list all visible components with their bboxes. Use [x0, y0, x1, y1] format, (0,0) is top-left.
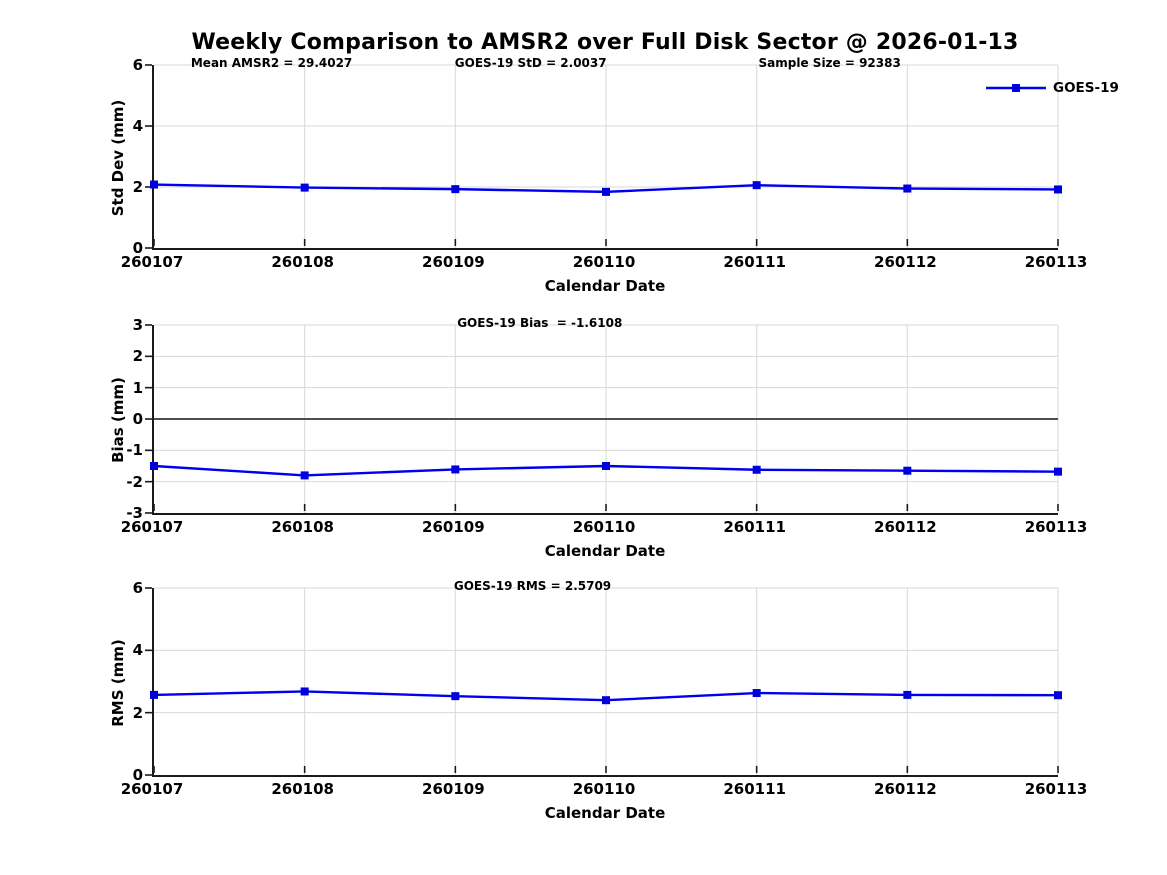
data-point-marker — [1054, 185, 1062, 194]
subplot-rms: RMS (mm) Calendar Date 260107 260108 26010… — [109, 579, 1087, 822]
x-tick-label: 260113 — [1024, 518, 1088, 536]
data-point-marker — [602, 462, 610, 470]
data-point-marker — [300, 183, 309, 192]
plot-area — [145, 64, 1062, 250]
y-tick-label: 2 — [132, 347, 143, 366]
y-tick-label: 0 — [132, 239, 143, 257]
y-tick-label: 6 — [132, 56, 143, 74]
data-point-marker — [150, 462, 158, 470]
y-tick-label: 3 — [132, 316, 143, 334]
data-point-marker — [1054, 691, 1062, 700]
data-line-svg — [145, 324, 1062, 514]
data-point-marker — [451, 185, 460, 194]
legend-label: GOES-19 — [1053, 80, 1119, 96]
data-point-marker — [903, 690, 912, 699]
x-tick-label: 260109 — [422, 518, 485, 536]
subplot-std-dev: Std Dev (mm) Calendar Date GOES-19 26010… — [109, 56, 1119, 295]
y-tick-label: 0 — [132, 410, 143, 428]
x-tick-label: 260107 — [120, 253, 184, 271]
x-tick-label: 260112 — [874, 518, 937, 536]
y-tick-label: -1 — [126, 441, 143, 460]
y-tick-label: 2 — [132, 178, 143, 196]
legend: GOES-19 — [985, 80, 1119, 96]
x-tick-label: 260107 — [120, 518, 184, 536]
x-tick-label: 260111 — [723, 253, 786, 271]
plot-area — [145, 324, 1062, 515]
data-point-marker — [1054, 467, 1062, 476]
y-tick-label: 6 — [132, 579, 143, 597]
data-point-marker — [300, 687, 309, 696]
x-tick-label: 260111 — [723, 780, 786, 798]
x-tick-label: 260111 — [723, 518, 786, 536]
x-tick-label: 260108 — [271, 518, 334, 536]
x-tick-label: 260109 — [422, 253, 485, 271]
x-tick-label: 260107 — [120, 780, 184, 798]
data-point-marker — [451, 692, 460, 701]
data-point-marker — [903, 184, 912, 193]
x-axis-label: Calendar Date — [544, 277, 666, 295]
x-tick-label: 260109 — [422, 780, 485, 798]
data-point-marker — [752, 689, 761, 698]
data-point-marker — [752, 465, 761, 474]
legend-line-icon — [986, 84, 1046, 92]
x-tick-label: 260112 — [874, 253, 937, 271]
x-tick-label: 260110 — [572, 780, 636, 798]
y-tick-label: 4 — [132, 117, 143, 135]
y-tick-label: 0 — [132, 766, 143, 784]
y-tick-label: 4 — [132, 641, 143, 660]
x-tick-label: 260110 — [572, 518, 636, 536]
y-axis-label: RMS (mm) — [109, 638, 127, 727]
x-axis-label: Calendar Date — [544, 804, 666, 822]
x-tick-label: 260108 — [271, 253, 334, 271]
stat-annotation: Sample Size = 92383 — [758, 56, 901, 70]
stat-annotation: Mean AMSR2 = 29.4027 — [190, 56, 353, 70]
plot-area — [145, 587, 1062, 777]
y-tick-label: 1 — [132, 378, 143, 397]
y-axis-label: Bias (mm) — [109, 377, 127, 463]
x-tick-label: 260110 — [572, 253, 636, 271]
stat-annotation: GOES-19 RMS = 2.5709 — [453, 579, 612, 593]
x-tick-label: 260113 — [1024, 780, 1088, 798]
data-point-marker — [602, 187, 610, 196]
x-axis-label: Calendar Date — [544, 542, 666, 560]
data-point-marker — [150, 180, 158, 189]
figure-title: Weekly Comparison to AMSR2 over Full Dis… — [191, 30, 1019, 55]
data-point-marker — [300, 471, 309, 480]
data-line-svg — [145, 587, 1062, 776]
stat-annotation: GOES-19 Bias = -1.6108 — [457, 316, 623, 330]
y-tick-label: -3 — [126, 504, 143, 522]
x-tick-label: 260108 — [271, 780, 334, 798]
data-line-svg — [145, 64, 1062, 249]
subplot-bias: Bias (mm) Calendar Date 260107 260108 2601… — [109, 316, 1087, 560]
data-point-marker — [602, 696, 610, 705]
stat-annotation: GOES-19 StD = 2.0037 — [454, 56, 607, 70]
x-tick-label: 260113 — [1024, 253, 1088, 271]
y-tick-label: 2 — [132, 703, 143, 722]
data-point-marker — [752, 181, 761, 190]
y-tick-label: -2 — [126, 472, 143, 491]
data-point-marker — [903, 466, 912, 475]
y-axis-label: Std Dev (mm) — [109, 99, 127, 216]
data-point-marker — [150, 690, 158, 699]
data-point-marker — [451, 465, 460, 474]
x-tick-label: 260112 — [874, 780, 937, 798]
